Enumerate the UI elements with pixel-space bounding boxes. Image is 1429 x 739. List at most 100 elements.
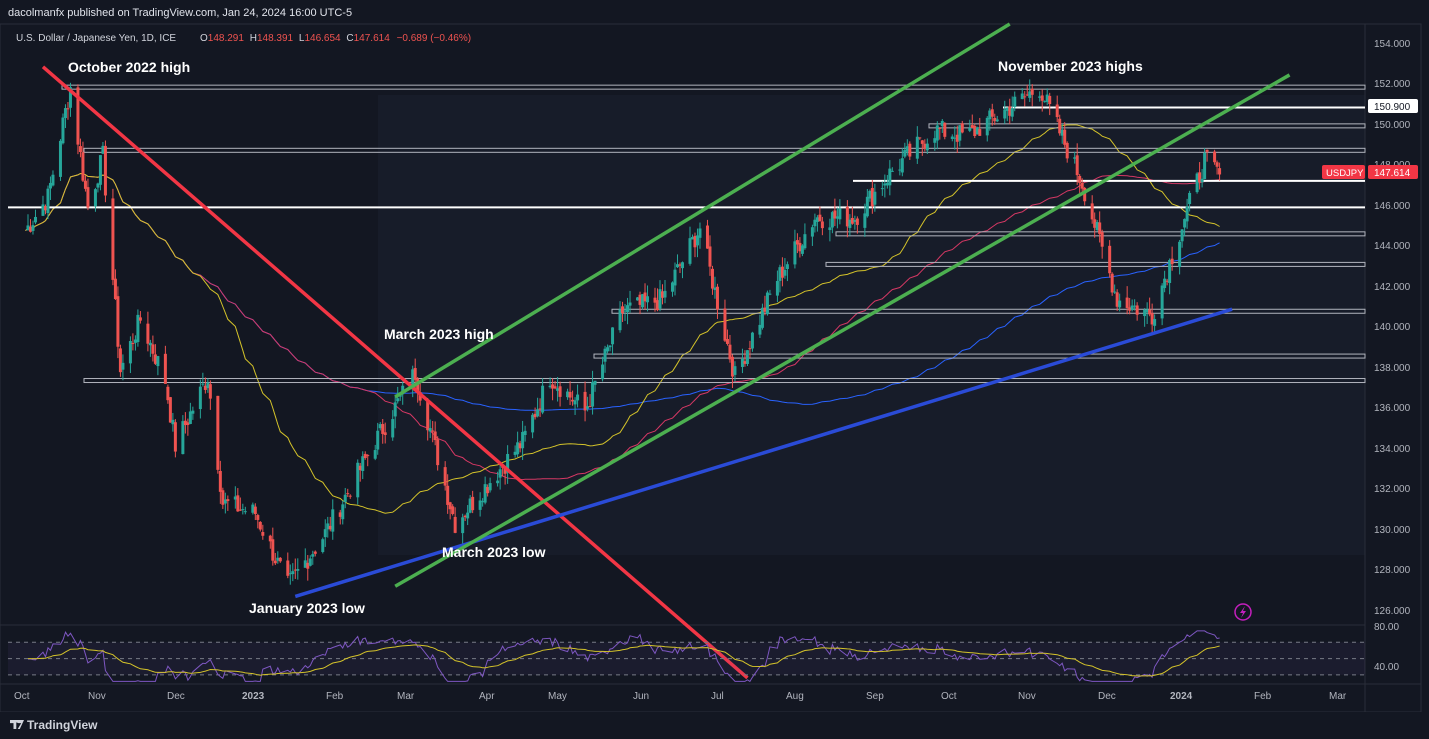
candle-body [61,117,65,144]
candle-body [593,380,597,385]
candle-body [576,394,580,401]
price-tick: 130.000 [1374,525,1411,536]
candle-body [673,269,677,286]
time-axis[interactable]: Oct Nov Dec 2023 Feb Mar Apr May Jun Jul… [14,691,1347,702]
time-label: Jul [711,691,724,702]
candle-body [653,297,657,303]
rsi-tick: 80.00 [1374,622,1399,633]
candle-body [286,560,290,576]
candle-body [943,122,947,137]
candle-body [98,155,102,185]
candle-body [1148,309,1152,315]
candle-body [133,339,137,343]
candle-body [611,327,615,345]
open-value: 148.291 [208,33,245,44]
candle-body [306,562,310,569]
candle-body [970,124,974,129]
candle-body [953,137,957,139]
candle-body [483,484,487,503]
candle-body [1118,300,1122,308]
lightning-icon[interactable] [1234,603,1252,621]
candle-body [950,136,954,139]
candle-body [33,216,37,223]
candle-body [803,234,807,249]
tradingview-logo[interactable]: TradingView [10,718,97,732]
candle-body [63,108,67,119]
candle-body [1008,106,1012,116]
candle-body [1165,280,1169,282]
candle-body [151,344,155,354]
candle-body [86,187,90,208]
candle-body [1150,313,1154,325]
candle-body [241,509,245,511]
candle-body [768,293,772,295]
candle-body [1153,319,1157,326]
candle-body [1145,309,1149,313]
candle-body [778,267,782,281]
candle-body [1020,93,1024,100]
candle-body [1183,219,1187,228]
candle-body [378,424,382,429]
candle-body [218,470,222,492]
candle-body [1010,108,1014,117]
open-label: O [200,33,208,44]
candle-body [303,560,307,568]
candle-body [488,483,492,491]
candle-body [990,109,994,117]
candle-body [96,183,100,188]
candle-body [820,221,824,229]
candle-body [1178,241,1182,268]
candle-body [601,364,605,380]
candle-body [356,462,360,498]
price-tick: 126.000 [1374,606,1411,617]
candle-body [1025,94,1029,96]
candle-body [503,466,507,474]
candle-body [958,125,962,141]
candle-body [865,196,869,217]
candle-body [1043,101,1047,103]
candle-body [760,307,764,328]
candle-body [186,422,190,425]
candle-body [626,305,630,313]
candle-body [833,210,837,219]
key-level-zone [593,353,1366,359]
candle-body [900,158,904,173]
candle-body [433,431,437,441]
candle-body [695,235,699,246]
annotation-jan2023-low: January 2023 low [249,600,365,616]
candle-body [328,525,332,530]
candle-body [1095,221,1099,231]
candle-body [850,217,854,224]
candle-body [556,388,560,391]
candle-body [76,87,80,145]
price-axis[interactable]: 154.000 152.000 150.000 148.000 146.000 … [1374,39,1411,617]
candle-body [885,182,889,186]
candle-body [1038,96,1042,98]
candle-body [238,509,242,511]
low-label: L [299,33,305,44]
candle-body [338,512,342,517]
candle-body [658,289,662,309]
price-tick: 146.000 [1374,201,1411,212]
candle-body [748,348,752,350]
candle-body [391,419,395,438]
candle-body [603,348,607,362]
candle-body [276,557,280,561]
candle-body [518,443,522,449]
candle-body [1128,307,1132,311]
candle-body [1055,104,1059,118]
candle-body [688,238,692,264]
candle-body [343,494,347,502]
candle-body [1200,178,1204,183]
close-value: 147.614 [354,33,391,44]
candle-body [1040,95,1044,101]
candle-body [848,219,852,228]
price-chart[interactable]: U.S. Dollar / Japanese Yen, 1D, ICE O148… [0,0,1429,712]
candle-body [698,228,702,238]
candle-body [146,323,150,344]
annotation-nov2023-highs: November 2023 highs [998,58,1143,74]
candle-body [223,499,227,504]
candle-body [636,297,640,301]
candle-body [251,504,255,513]
candle-body [171,419,175,425]
